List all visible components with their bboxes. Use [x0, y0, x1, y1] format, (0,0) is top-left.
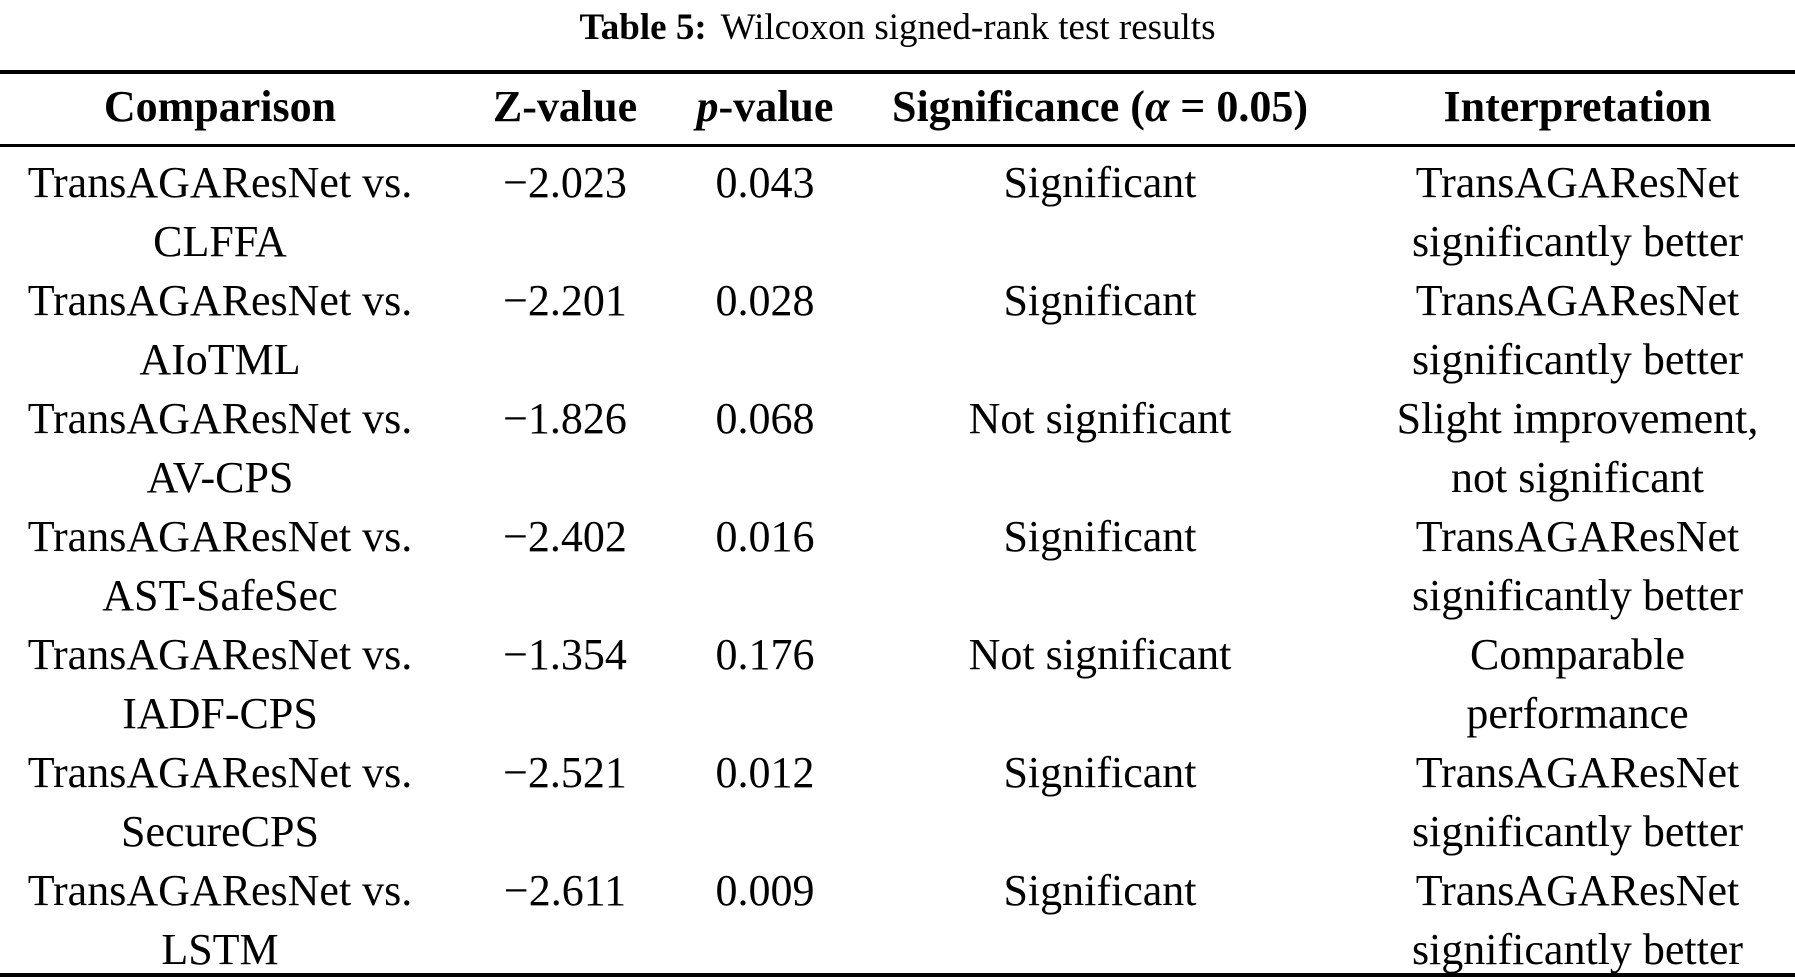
cell-comparison: TransAGAResNet vs. IADF-CPS — [0, 619, 440, 738]
table-row: TransAGAResNet vs. LSTM −2.611 0.009 Sig… — [0, 855, 1795, 975]
cell-significance: Significant — [1003, 748, 1197, 797]
cell-z-value: −2.023 — [503, 158, 627, 207]
interpretation-line-1: TransAGAResNet — [1415, 276, 1740, 325]
table-row: TransAGAResNet vs. AIoTML −2.201 0.028 S… — [0, 265, 1795, 384]
table-caption: Table 5: Wilcoxon signed-rank test result… — [0, 0, 1795, 50]
cell-comparison: TransAGAResNet vs. AST-SafeSec — [0, 501, 440, 620]
cell-interpretation: TransAGAResNet significantly better — [1360, 855, 1795, 975]
cell-p-value: 0.012 — [715, 748, 815, 797]
caption-label: Table 5: — [579, 7, 707, 48]
col-header-p-value: p-value — [690, 72, 840, 147]
header-row: Comparison Z-value p-value Significance … — [0, 72, 1795, 147]
cell-interpretation: Comparable performance — [1360, 619, 1795, 738]
interpretation-line-1: TransAGAResNet — [1415, 748, 1740, 797]
cell-p-value: 0.043 — [715, 158, 815, 207]
p-value-rest: -value — [718, 81, 834, 131]
significance-pre: Significance ( — [891, 81, 1145, 131]
interpretation-line-2: significantly better — [1411, 335, 1744, 384]
cell-z-value: −2.521 — [503, 748, 627, 797]
interpretation-line-2: significantly better — [1411, 807, 1744, 856]
significance-alpha: α — [1144, 81, 1170, 131]
comparison-line-1: TransAGAResNet vs. — [27, 276, 413, 325]
cell-p-value: 0.009 — [715, 866, 815, 915]
interpretation-line-2: not significant — [1451, 453, 1704, 502]
comparison-line-2: IADF-CPS — [122, 689, 318, 738]
cell-significance: Significant — [1003, 512, 1197, 561]
interpretation-line-2: significantly better — [1411, 571, 1744, 620]
cell-interpretation: TransAGAResNet significantly better — [1360, 737, 1795, 856]
comparison-line-2: AST-SafeSec — [102, 571, 338, 620]
cell-p-value: 0.028 — [715, 276, 815, 325]
cell-significance: Significant — [1003, 158, 1197, 207]
cell-comparison: TransAGAResNet vs. CLFFA — [0, 146, 440, 266]
comparison-line-1: TransAGAResNet vs. — [27, 630, 413, 679]
col-header-comparison: Comparison — [0, 72, 440, 147]
cell-interpretation: TransAGAResNet significantly better — [1360, 265, 1795, 384]
cell-comparison: TransAGAResNet vs. SecureCPS — [0, 737, 440, 856]
interpretation-line-1: Slight improvement, — [1396, 394, 1759, 443]
comparison-line-2: CLFFA — [153, 217, 287, 266]
cell-comparison: TransAGAResNet vs. AV-CPS — [0, 383, 440, 502]
col-header-interpretation: Interpretation — [1360, 72, 1795, 147]
caption-title: Wilcoxon signed-rank test results — [720, 7, 1216, 48]
interpretation-line-1: TransAGAResNet — [1415, 158, 1740, 207]
cell-interpretation: TransAGAResNet significantly better — [1360, 501, 1795, 620]
cell-significance: Significant — [1003, 276, 1197, 325]
interpretation-line-2: significantly better — [1411, 925, 1744, 974]
comparison-line-1: TransAGAResNet vs. — [27, 866, 413, 915]
comparison-line-1: TransAGAResNet vs. — [27, 158, 413, 207]
interpretation-line-1: TransAGAResNet — [1415, 866, 1740, 915]
cell-z-value: −1.826 — [503, 394, 627, 443]
cell-p-value: 0.016 — [715, 512, 815, 561]
table-row: TransAGAResNet vs. AV-CPS −1.826 0.068 N… — [0, 383, 1795, 502]
results-table: Comparison Z-value p-value Significance … — [0, 70, 1795, 977]
interpretation-line-1: TransAGAResNet — [1415, 512, 1740, 561]
cell-interpretation: TransAGAResNet significantly better — [1360, 146, 1795, 266]
comparison-line-2: AV-CPS — [146, 453, 294, 502]
table-row: TransAGAResNet vs. IADF-CPS −1.354 0.176… — [0, 619, 1795, 738]
table-row: TransAGAResNet vs. SecureCPS −2.521 0.01… — [0, 737, 1795, 856]
table-row: TransAGAResNet vs. CLFFA −2.023 0.043 Si… — [0, 146, 1795, 266]
interpretation-line-2: performance — [1466, 689, 1689, 738]
cell-interpretation: Slight improvement, not significant — [1360, 383, 1795, 502]
cell-significance: Not significant — [968, 630, 1232, 679]
cell-z-value: −2.611 — [503, 866, 627, 915]
cell-significance: Not significant — [968, 394, 1232, 443]
col-header-significance: Significance (α = 0.05) — [840, 72, 1360, 147]
cell-z-value: −2.201 — [503, 276, 627, 325]
comparison-line-1: TransAGAResNet vs. — [27, 512, 413, 561]
cell-comparison: TransAGAResNet vs. LSTM — [0, 855, 440, 975]
comparison-line-2: LSTM — [161, 925, 279, 974]
cell-significance: Significant — [1003, 866, 1197, 915]
comparison-line-1: TransAGAResNet vs. — [27, 394, 413, 443]
cell-z-value: −1.354 — [503, 630, 627, 679]
comparison-line-2: SecureCPS — [121, 807, 319, 856]
cell-p-value: 0.176 — [715, 630, 815, 679]
interpretation-line-2: significantly better — [1411, 217, 1744, 266]
comparison-line-2: AIoTML — [139, 335, 301, 384]
significance-post: = 0.05) — [1169, 81, 1309, 131]
interpretation-line-1: Comparable — [1469, 630, 1686, 679]
col-header-z-value: Z-value — [440, 72, 690, 147]
cell-comparison: TransAGAResNet vs. AIoTML — [0, 265, 440, 384]
table-row: TransAGAResNet vs. AST-SafeSec −2.402 0.… — [0, 501, 1795, 620]
comparison-line-1: TransAGAResNet vs. — [27, 748, 413, 797]
p-value-italic-p: p — [696, 81, 719, 131]
cell-p-value: 0.068 — [715, 394, 815, 443]
cell-z-value: −2.402 — [503, 512, 627, 561]
